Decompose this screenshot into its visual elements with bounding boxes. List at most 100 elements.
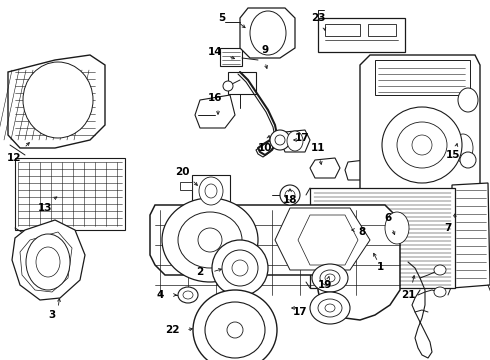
Polygon shape <box>221 302 232 323</box>
Polygon shape <box>241 312 261 326</box>
Bar <box>368 24 396 36</box>
Ellipse shape <box>193 290 277 360</box>
Polygon shape <box>280 130 310 152</box>
Ellipse shape <box>458 88 478 112</box>
Polygon shape <box>243 320 265 329</box>
Text: 7: 7 <box>444 223 452 233</box>
Ellipse shape <box>212 240 268 296</box>
Ellipse shape <box>412 135 432 155</box>
Text: 16: 16 <box>208 93 222 103</box>
Ellipse shape <box>312 264 348 292</box>
Ellipse shape <box>199 177 223 205</box>
Polygon shape <box>275 208 370 270</box>
Bar <box>15 158 125 230</box>
Text: 17: 17 <box>294 133 309 143</box>
Ellipse shape <box>382 107 462 183</box>
Polygon shape <box>235 338 240 360</box>
Text: 23: 23 <box>311 13 325 23</box>
Polygon shape <box>243 330 265 335</box>
Polygon shape <box>452 183 490 288</box>
Text: 19: 19 <box>318 280 332 290</box>
Polygon shape <box>216 336 231 354</box>
Text: 10: 10 <box>258 143 272 153</box>
Ellipse shape <box>318 299 342 317</box>
Polygon shape <box>240 8 295 58</box>
Polygon shape <box>236 302 245 323</box>
Ellipse shape <box>223 81 233 91</box>
Ellipse shape <box>320 270 340 286</box>
Ellipse shape <box>460 152 476 168</box>
Ellipse shape <box>36 247 60 277</box>
Text: 6: 6 <box>384 213 392 223</box>
Text: 2: 2 <box>196 267 204 277</box>
Ellipse shape <box>162 198 258 282</box>
Polygon shape <box>225 338 234 358</box>
Polygon shape <box>8 55 105 148</box>
Polygon shape <box>12 220 85 300</box>
Bar <box>220 48 242 66</box>
Text: 8: 8 <box>358 227 366 237</box>
Polygon shape <box>150 205 400 320</box>
Ellipse shape <box>227 322 243 338</box>
Ellipse shape <box>178 287 198 303</box>
Ellipse shape <box>434 287 446 297</box>
Ellipse shape <box>222 250 258 286</box>
Text: 20: 20 <box>175 167 189 177</box>
Polygon shape <box>448 128 478 165</box>
Polygon shape <box>209 315 228 327</box>
Bar <box>228 72 256 94</box>
Ellipse shape <box>205 302 265 358</box>
Ellipse shape <box>232 260 248 276</box>
Ellipse shape <box>198 228 222 252</box>
Polygon shape <box>238 337 249 358</box>
Ellipse shape <box>325 304 335 312</box>
Ellipse shape <box>250 11 286 55</box>
Polygon shape <box>209 334 229 348</box>
Ellipse shape <box>397 122 447 168</box>
Text: 22: 22 <box>165 325 179 335</box>
Ellipse shape <box>453 134 473 162</box>
Ellipse shape <box>23 62 93 138</box>
Text: 4: 4 <box>156 290 164 300</box>
Polygon shape <box>205 332 227 339</box>
Polygon shape <box>298 215 358 265</box>
Polygon shape <box>242 333 261 345</box>
Ellipse shape <box>310 292 350 324</box>
Ellipse shape <box>287 131 303 151</box>
Polygon shape <box>310 158 340 178</box>
Polygon shape <box>230 300 235 322</box>
Text: 12: 12 <box>7 153 21 163</box>
Polygon shape <box>20 232 72 292</box>
Ellipse shape <box>275 135 285 145</box>
Polygon shape <box>205 325 227 330</box>
Bar <box>192 175 230 207</box>
Bar <box>180 182 192 190</box>
Polygon shape <box>214 307 230 325</box>
Text: 3: 3 <box>49 310 56 320</box>
Text: 15: 15 <box>446 150 460 160</box>
Polygon shape <box>345 160 368 180</box>
Text: 21: 21 <box>401 290 415 300</box>
Bar <box>310 188 455 288</box>
Ellipse shape <box>280 185 300 205</box>
Ellipse shape <box>26 234 70 290</box>
Text: 18: 18 <box>283 195 297 205</box>
Text: 17: 17 <box>293 307 307 317</box>
Ellipse shape <box>385 212 409 244</box>
Text: 1: 1 <box>376 262 384 272</box>
Text: 11: 11 <box>311 143 325 153</box>
Ellipse shape <box>205 184 217 198</box>
Polygon shape <box>195 95 235 128</box>
Polygon shape <box>360 55 480 210</box>
Bar <box>325 24 360 36</box>
Text: 14: 14 <box>208 47 222 57</box>
Polygon shape <box>318 18 405 52</box>
Ellipse shape <box>270 130 290 150</box>
Polygon shape <box>239 306 254 324</box>
Ellipse shape <box>178 212 242 268</box>
Ellipse shape <box>434 265 446 275</box>
Ellipse shape <box>285 190 295 200</box>
Text: 9: 9 <box>262 45 269 55</box>
Ellipse shape <box>183 291 193 299</box>
Polygon shape <box>240 335 256 353</box>
